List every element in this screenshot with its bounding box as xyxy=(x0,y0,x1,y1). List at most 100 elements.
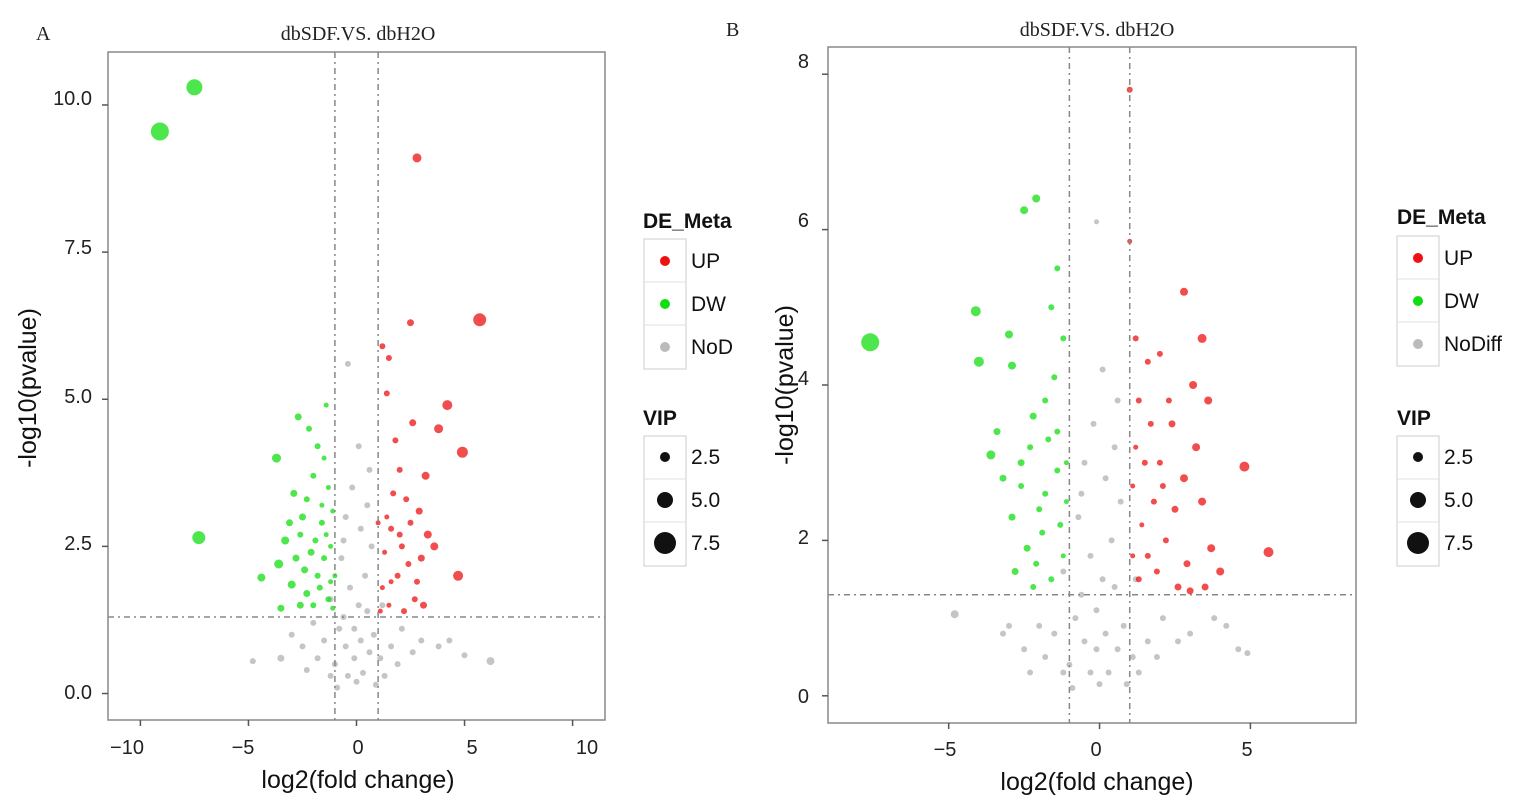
point-nodiff xyxy=(1066,661,1073,668)
point-dw xyxy=(1042,490,1049,497)
point-nodiff xyxy=(342,643,349,650)
point-dw xyxy=(1057,521,1064,528)
legend-nodiff-label: NoD xyxy=(691,336,733,359)
point-nodiff xyxy=(360,669,366,676)
point-nodiff xyxy=(1093,607,1100,614)
point-up xyxy=(1183,560,1191,568)
point-up xyxy=(1216,567,1225,576)
point-nodiff xyxy=(418,637,425,644)
x-tick-label: 0 xyxy=(1090,739,1101,761)
point-dw xyxy=(1033,560,1040,567)
point-dw xyxy=(303,590,311,597)
point-nodiff xyxy=(344,672,351,679)
y-tick-label: 0 xyxy=(798,686,809,708)
point-up xyxy=(456,446,468,458)
point-nodiff xyxy=(366,649,373,656)
point-dw xyxy=(325,485,331,490)
legend-up-swatch xyxy=(660,256,670,266)
point-up xyxy=(1135,576,1142,583)
point-dw xyxy=(316,584,323,591)
point-up xyxy=(1147,420,1154,427)
point-dw xyxy=(330,605,336,611)
legend-vip-large-label: 7.5 xyxy=(691,532,720,555)
point-up xyxy=(1135,397,1142,404)
point-nodiff xyxy=(381,672,388,679)
point-nodiff xyxy=(1111,444,1118,451)
point-dw xyxy=(310,472,317,479)
point-dw xyxy=(1008,361,1016,370)
point-dw xyxy=(1029,412,1037,420)
panel-a-label: A xyxy=(36,23,51,45)
point-up xyxy=(1207,544,1216,553)
point-nodiff xyxy=(435,643,442,650)
point-dw xyxy=(1060,335,1067,342)
point-nodiff xyxy=(1129,654,1136,660)
point-dw xyxy=(1051,374,1058,381)
point-up xyxy=(1168,420,1176,428)
point-up xyxy=(430,542,439,551)
point-dw xyxy=(319,502,325,508)
point-dw xyxy=(321,455,327,461)
panel-a: A dbSDF.VS. dbH2O 10.0 7.5 5.0 2.5 0.0 −… xyxy=(14,23,733,794)
point-nodiff xyxy=(1075,514,1082,521)
point-up xyxy=(377,608,383,614)
x-tick-label: 0 xyxy=(352,737,363,759)
x-tick-label: −5 xyxy=(934,739,957,761)
point-up xyxy=(1201,583,1209,591)
y-tick-label: 2 xyxy=(798,527,809,549)
point-nodiff xyxy=(362,572,369,579)
point-dw xyxy=(999,474,1007,482)
point-nodiff xyxy=(1081,638,1088,645)
point-dw xyxy=(970,306,981,317)
point-up xyxy=(1159,483,1166,489)
point-nodiff xyxy=(1081,459,1088,466)
point-dw xyxy=(328,579,334,585)
point-dw xyxy=(296,601,304,609)
point-nodiff xyxy=(1051,630,1058,637)
point-nodiff xyxy=(351,625,358,632)
panel-b-y-axis-label: -log10(pvalue) xyxy=(771,305,799,465)
point-nodiff xyxy=(357,525,364,532)
point-nodiff xyxy=(336,625,343,632)
point-nodiff xyxy=(1006,622,1012,629)
point-nodiff xyxy=(364,502,371,509)
point-up xyxy=(379,343,386,350)
legend-vip-medium-swatch xyxy=(1410,492,1426,508)
legend-vip-large-label: 7.5 xyxy=(1444,532,1473,555)
point-dw xyxy=(314,443,321,450)
legend-vip-small-swatch xyxy=(660,452,670,462)
point-up xyxy=(392,437,399,444)
point-nodiff xyxy=(344,360,351,367)
point-up xyxy=(434,424,444,434)
point-nodiff xyxy=(388,643,395,650)
point-dw xyxy=(1048,304,1055,311)
point-up xyxy=(412,153,422,163)
point-dw xyxy=(306,425,312,432)
point-up xyxy=(386,602,392,608)
point-dw xyxy=(1060,553,1066,559)
point-up xyxy=(407,319,414,327)
point-nodiff xyxy=(1211,615,1218,622)
point-up xyxy=(382,549,388,555)
y-tick-label: 2.5 xyxy=(64,533,92,555)
point-up xyxy=(1144,552,1151,559)
point-nodiff xyxy=(347,584,353,591)
point-up xyxy=(1130,553,1136,559)
legend-vip-small-swatch xyxy=(1413,452,1423,462)
legend-dw-label: DW xyxy=(691,293,726,316)
point-nodiff xyxy=(1027,669,1034,676)
legend-size-title: VIP xyxy=(643,407,677,430)
point-up xyxy=(398,543,405,550)
point-dw xyxy=(1045,436,1052,443)
point-nodiff xyxy=(446,637,453,644)
point-dw xyxy=(986,450,996,460)
point-nodiff xyxy=(461,652,468,659)
point-dw xyxy=(303,496,310,503)
point-dw xyxy=(1063,460,1069,466)
point-up xyxy=(1141,459,1148,466)
point-up xyxy=(388,579,394,585)
point-nodiff xyxy=(398,625,405,632)
point-nodiff xyxy=(1235,646,1242,653)
point-dw xyxy=(301,566,309,574)
point-nodiff xyxy=(366,466,373,473)
